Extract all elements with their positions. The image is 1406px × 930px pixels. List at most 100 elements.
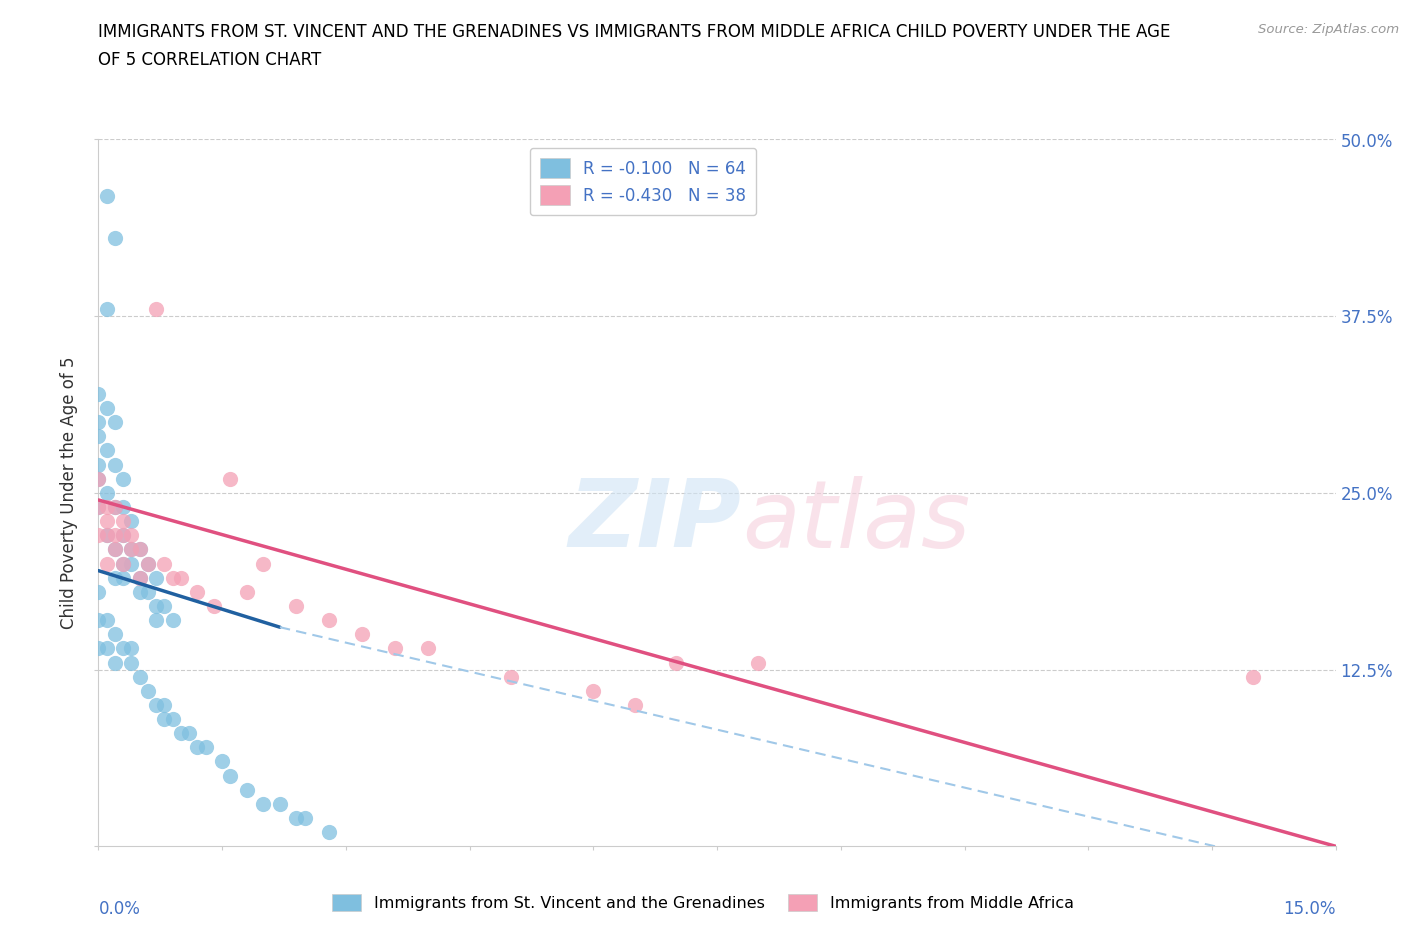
Point [179,725,201,740]
Point [104,570,127,585]
Point [96,641,118,656]
Point [128,542,150,557]
Point [120,513,142,528]
Point [96,556,118,571]
Point [384,641,406,656]
Y-axis label: Child Poverty Under the Age of 5: Child Poverty Under the Age of 5 [60,356,79,630]
Point [128,570,150,585]
Point [104,542,127,557]
Point [1241,670,1264,684]
Point [252,556,274,571]
Point [120,641,142,656]
Point [162,613,184,628]
Point [104,655,127,670]
Point [418,641,440,656]
Point [499,670,522,684]
Point [128,584,150,599]
Point [104,499,127,514]
Point [136,584,159,599]
Point [623,698,645,712]
Point [87,429,110,444]
Point [120,655,142,670]
Point [96,528,118,543]
Point [153,698,176,712]
Point [136,684,159,698]
Point [153,711,176,726]
Point [194,740,217,755]
Point [665,655,688,670]
Point [120,556,142,571]
Point [352,627,374,642]
Point [87,528,110,543]
Point [219,472,242,486]
Point [318,613,340,628]
Point [236,584,259,599]
Point [145,570,167,585]
Point [87,472,110,486]
Point [294,811,316,826]
Point [145,613,167,628]
Point [136,556,159,571]
Point [170,570,193,585]
Point [87,499,110,514]
Point [87,472,110,486]
Point [236,782,259,797]
Point [112,528,135,543]
Point [96,613,118,628]
Point [87,641,110,656]
Text: IMMIGRANTS FROM ST. VINCENT AND THE GRENADINES VS IMMIGRANTS FROM MIDDLE AFRICA : IMMIGRANTS FROM ST. VINCENT AND THE GREN… [98,23,1171,41]
Point [252,796,274,811]
Point [112,556,135,571]
Text: atlas: atlas [742,475,970,566]
Point [87,499,110,514]
Point [87,584,110,599]
Point [112,528,135,543]
Point [87,415,110,430]
Point [136,556,159,571]
Point [112,556,135,571]
Point [186,584,208,599]
Text: ZIP: ZIP [569,475,742,567]
Point [120,528,142,543]
Point [87,458,110,472]
Point [112,472,135,486]
Point [96,485,118,500]
Point [153,599,176,614]
Point [112,513,135,528]
Point [211,754,233,769]
Point [145,301,167,316]
Point [104,231,127,246]
Point [128,542,150,557]
Point [120,542,142,557]
Point [96,513,118,528]
Point [104,499,127,514]
Legend: Immigrants from St. Vincent and the Grenadines, Immigrants from Middle Africa: Immigrants from St. Vincent and the Gren… [326,888,1080,917]
Point [112,499,135,514]
Point [747,655,769,670]
Point [285,811,308,826]
Text: OF 5 CORRELATION CHART: OF 5 CORRELATION CHART [98,51,322,69]
Point [128,570,150,585]
Point [162,711,184,726]
Point [104,542,127,557]
Point [145,698,167,712]
Point [128,670,150,684]
Point [104,415,127,430]
Point [104,458,127,472]
Point [202,599,225,614]
Point [112,641,135,656]
Point [87,387,110,402]
Point [153,556,176,571]
Point [112,570,135,585]
Point [120,542,142,557]
Point [96,189,118,204]
Point [186,740,208,755]
Text: Source: ZipAtlas.com: Source: ZipAtlas.com [1258,23,1399,36]
Point [285,599,308,614]
Point [96,528,118,543]
Point [87,613,110,628]
Point [104,528,127,543]
Point [96,401,118,416]
Text: 15.0%: 15.0% [1284,900,1336,918]
Legend: R = -0.100   N = 64, R = -0.430   N = 38: R = -0.100 N = 64, R = -0.430 N = 38 [530,148,756,215]
